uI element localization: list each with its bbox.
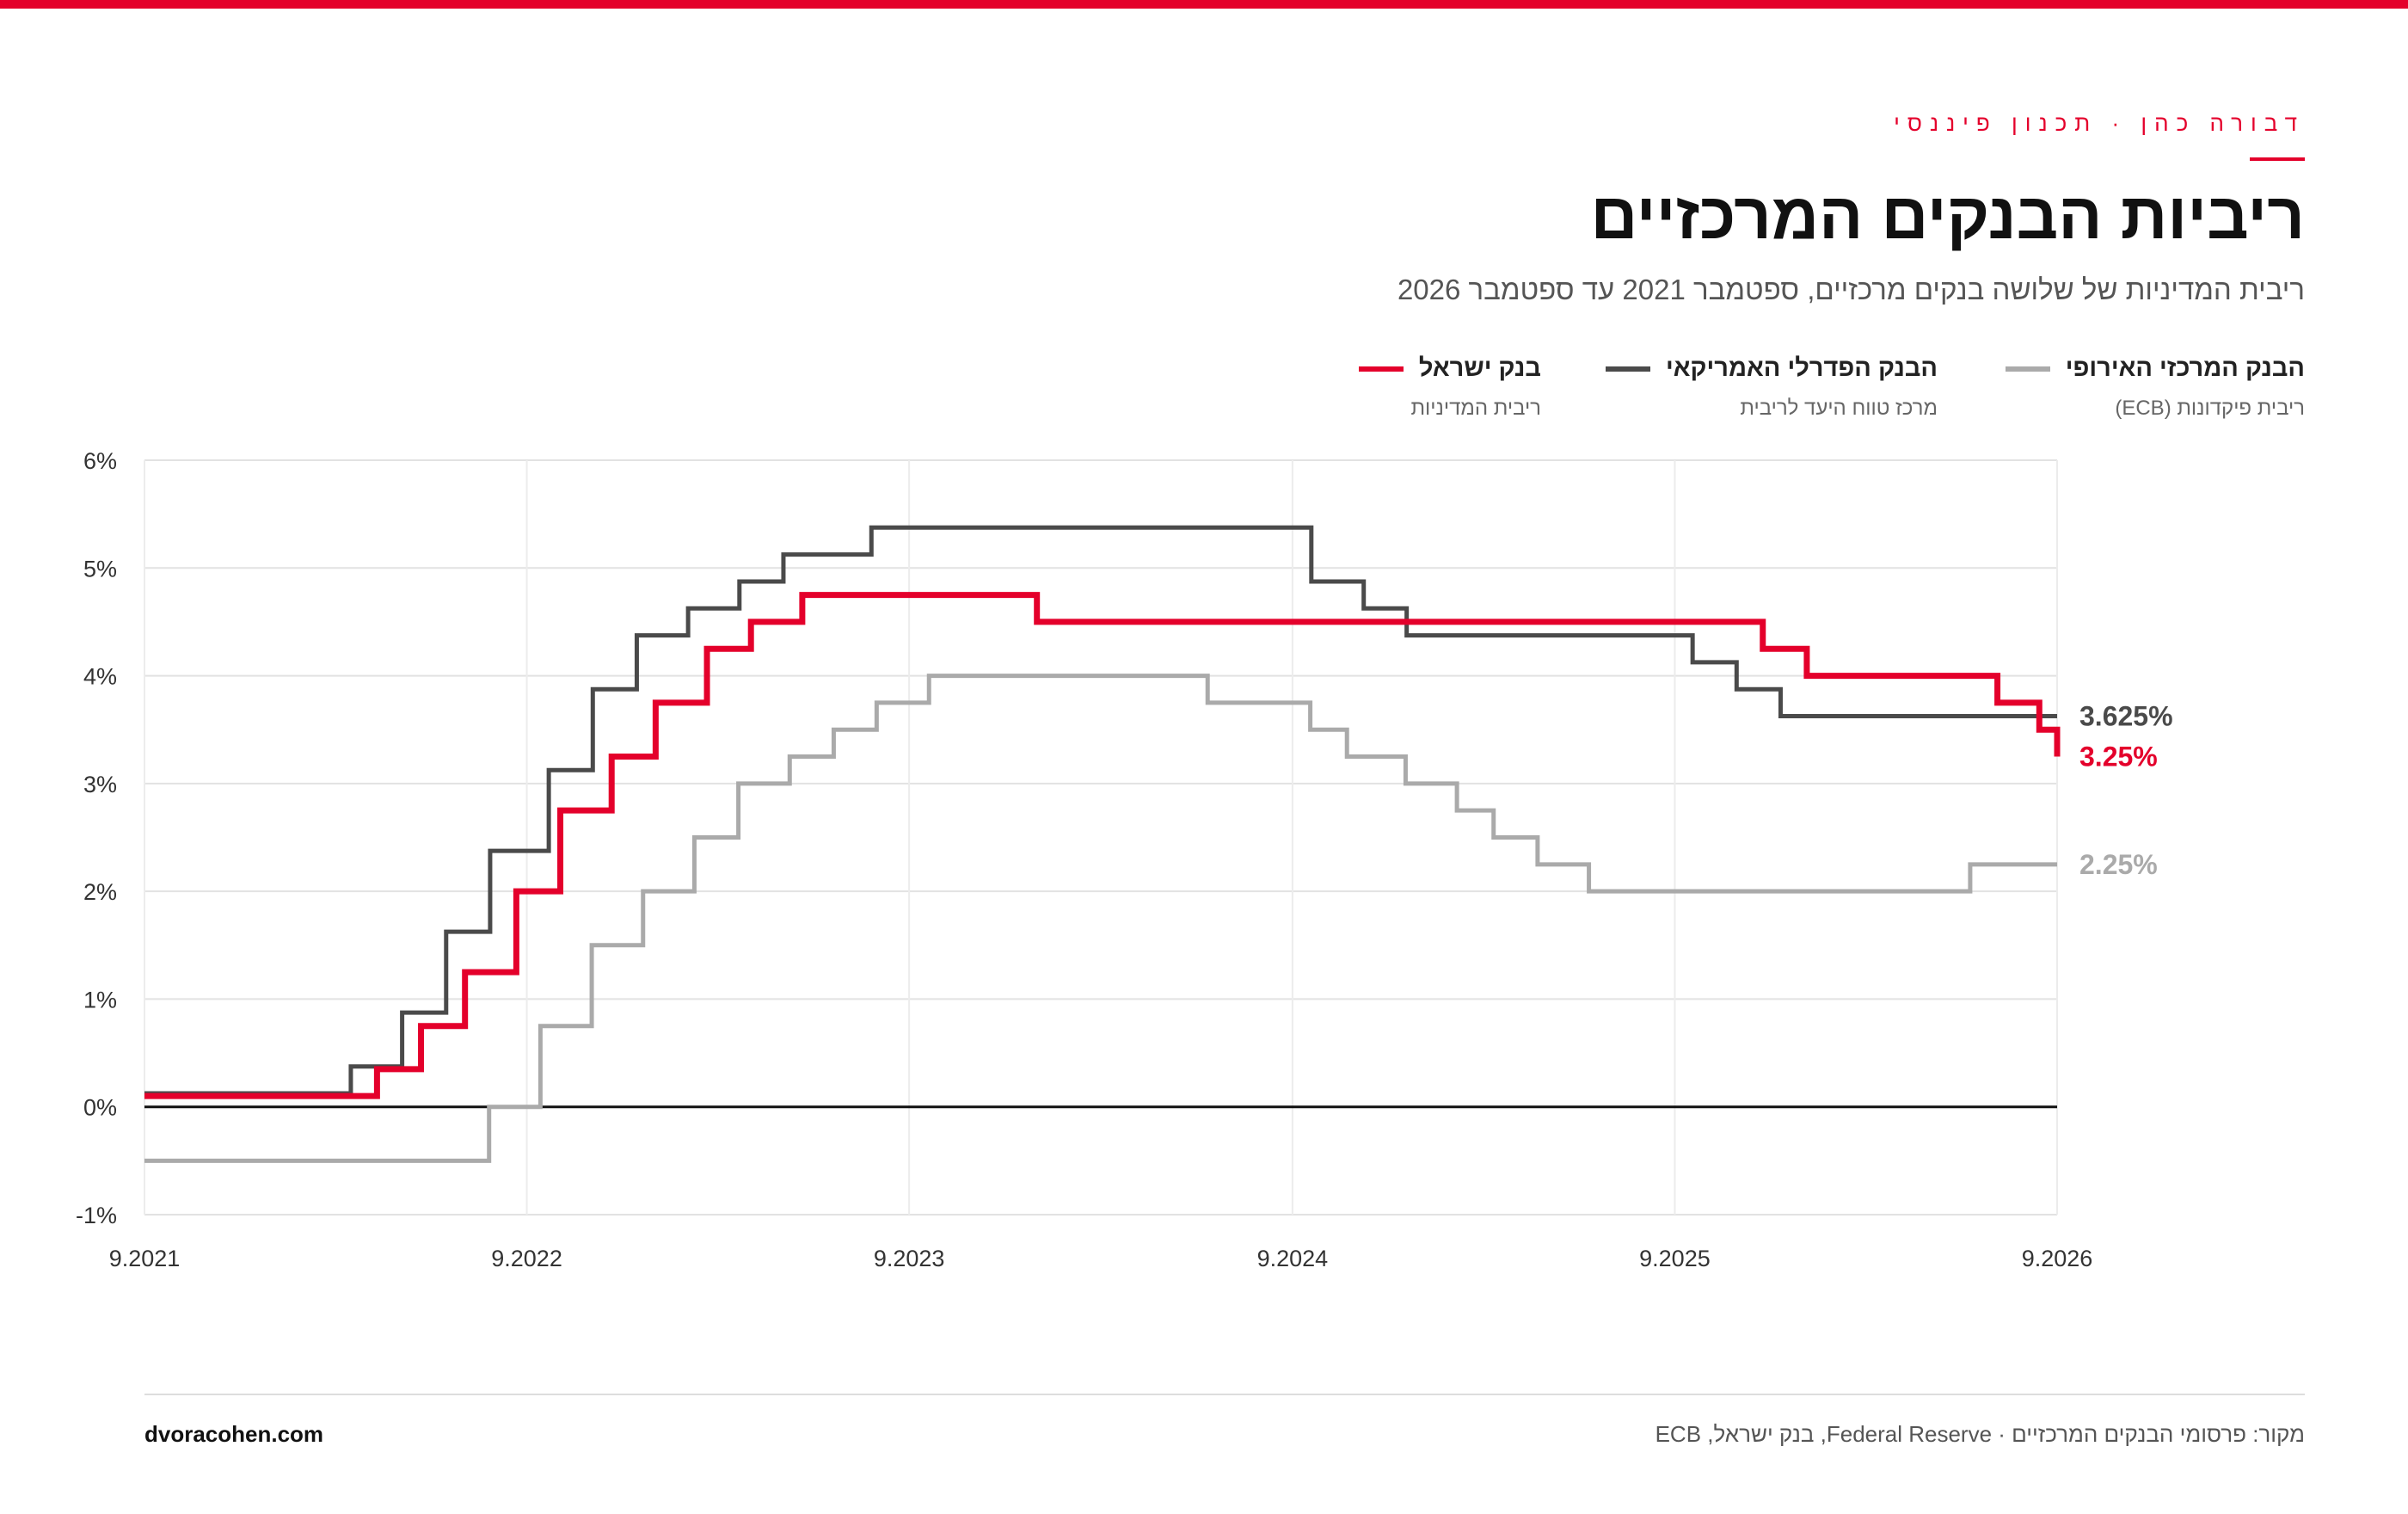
x-tick-label: 9.2025 [1639, 1246, 1711, 1271]
y-tick-label: 4% [83, 664, 117, 690]
series-line-fed [144, 525, 2057, 1096]
legend-label-boi: בנק ישראל [1418, 354, 1541, 382]
top-accent-bar [0, 0, 2408, 9]
end-label-ecb: 2.25% [2079, 849, 2158, 880]
y-tick-label: -1% [76, 1203, 117, 1228]
legend-desc-ecb: ריבית פיקדונות (ECB) [2115, 397, 2305, 420]
x-tick-label: 9.2026 [2022, 1246, 2093, 1271]
y-tick-label: 3% [83, 772, 117, 797]
end-label-boi: 3.25% [2079, 742, 2158, 772]
x-tick-label: 9.2023 [874, 1246, 945, 1271]
y-tick-label: 2% [83, 879, 117, 905]
footer-divider [144, 1394, 2305, 1395]
chart-title: ריביות הבנקים המרכזיים [1590, 180, 2305, 253]
y-tick-label: 5% [83, 556, 117, 582]
brand-name: דבורה כהן · תכנון פיננסי [1894, 110, 2305, 136]
legend-label-ecb: הבנק המרכזי האירופי [2065, 354, 2305, 382]
legend-swatch-ecb [2005, 366, 2050, 372]
x-tick-label: 9.2022 [491, 1246, 562, 1271]
legend-swatch-fed [1606, 366, 1651, 372]
end-label-fed: 3.625% [2079, 701, 2173, 732]
legend-item-fed: הבנק הפדרלי האמריקאי מרכז טווח היעד לריב… [1606, 354, 1938, 421]
legend-item-ecb: הבנק המרכזי האירופי ריבית פיקדונות (ECB) [2005, 354, 2305, 421]
grid [144, 459, 2058, 1216]
legend-item-boi: בנק ישראל ריבית המדיניות [1358, 354, 1541, 421]
legend-label-fed: הבנק הפדרלי האמריקאי [1666, 354, 1938, 382]
y-tick-label: 6% [83, 448, 117, 474]
legend-desc-fed: מרכז טווח היעד לריבית [1740, 397, 1938, 420]
footer-source: מקור: פרסומי הבנקים המרכזיים · Federal R… [1655, 1421, 2305, 1447]
chart-subtitle: ריבית המדיניות של שלושה בנקים מרכזיים, ס… [1397, 274, 2305, 305]
x-tick-label: 9.2024 [1257, 1246, 1329, 1271]
series [144, 525, 2061, 1163]
legend-desc-boi: ריבית המדיניות [1410, 397, 1541, 420]
series-line-ecb [144, 674, 2057, 1163]
footer-site-link[interactable]: dvoracohen.com [144, 1421, 324, 1447]
rates-chart: -1% 0% 1% 2% 3% 4% 5% 6% 9.2021 9.2022 9.2023 9.202… [76, 448, 2173, 1271]
legend-swatch-boi [1358, 366, 1404, 372]
brand-underline [2250, 157, 2305, 161]
end-labels: 2.25% 3.625% 3.25% [2079, 701, 2173, 880]
series-line-boi [144, 592, 2061, 1099]
axes: -1% 0% 1% 2% 3% 4% 5% 6% 9.2021 9.2022 9.2023 9.202… [76, 448, 2092, 1271]
y-tick-label: 1% [83, 987, 117, 1012]
x-tick-label: 9.2021 [109, 1246, 181, 1271]
y-tick-label: 0% [83, 1095, 117, 1121]
